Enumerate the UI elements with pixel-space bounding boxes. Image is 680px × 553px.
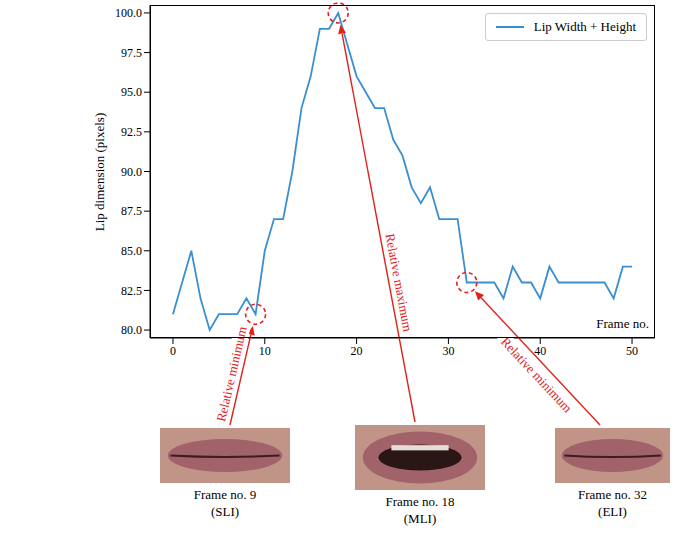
svg-text:(MLI): (MLI) bbox=[404, 511, 437, 526]
svg-text:Frame no. 32: Frame no. 32 bbox=[578, 487, 647, 502]
html-text:Lip Width + Height: Lip Width + Height bbox=[533, 19, 636, 34]
svg-text:Relative maximum: Relative maximum bbox=[382, 232, 415, 332]
svg-text:10: 10 bbox=[259, 344, 271, 358]
svg-text:50: 50 bbox=[626, 344, 638, 358]
html-text:Lip dimension (pixels): Lip dimension (pixels) bbox=[92, 112, 107, 231]
svg-text:87.5: 87.5 bbox=[121, 204, 142, 218]
svg-text:(ELI): (ELI) bbox=[598, 504, 627, 519]
svg-text:Relative minimum: Relative minimum bbox=[213, 325, 249, 423]
svg-text:80.0: 80.0 bbox=[121, 323, 142, 337]
svg-text:(SLI): (SLI) bbox=[211, 504, 239, 519]
svg-text:100.0: 100.0 bbox=[115, 6, 142, 20]
svg-text:Frame no. 9: Frame no. 9 bbox=[194, 487, 256, 502]
svg-text:85.0: 85.0 bbox=[121, 244, 142, 258]
html-text:Frame no.: Frame no. bbox=[596, 316, 649, 331]
svg-text:95.0: 95.0 bbox=[121, 85, 142, 99]
svg-text:82.5: 82.5 bbox=[121, 284, 142, 298]
svg-text:Frame no. 18: Frame no. 18 bbox=[386, 494, 455, 509]
svg-text:40: 40 bbox=[534, 344, 546, 358]
svg-text:92.5: 92.5 bbox=[121, 125, 142, 139]
svg-text:97.5: 97.5 bbox=[121, 46, 142, 60]
svg-text:30: 30 bbox=[442, 344, 454, 358]
svg-text:90.0: 90.0 bbox=[121, 165, 142, 179]
svg-text:Relative minimum: Relative minimum bbox=[498, 334, 575, 415]
svg-text:20: 20 bbox=[351, 344, 363, 358]
svg-text:0: 0 bbox=[170, 344, 176, 358]
